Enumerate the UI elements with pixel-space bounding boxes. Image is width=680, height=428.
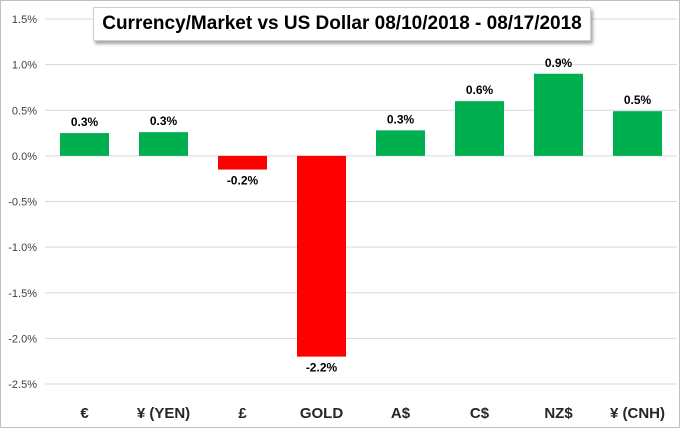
data-label: 0.3% <box>71 115 99 129</box>
x-category-label: ¥ (YEN) <box>137 405 190 422</box>
data-label: 0.3% <box>150 114 178 128</box>
y-tick-label: -0.5% <box>8 197 37 209</box>
x-category-label: NZ$ <box>544 405 573 422</box>
y-tick-label: -1.0% <box>8 242 37 254</box>
y-tick-label: -2.0% <box>8 333 37 345</box>
chart-title: Currency/Market vs US Dollar 08/10/2018 … <box>93 7 591 41</box>
x-category-label: ¥ (CNH) <box>610 405 665 422</box>
y-tick-label: -2.5% <box>8 379 37 391</box>
bar <box>613 111 662 156</box>
data-label: 0.3% <box>387 112 415 126</box>
y-tick-label: 1.5% <box>12 14 37 26</box>
data-label: 0.5% <box>624 93 652 107</box>
bar <box>297 155 346 357</box>
data-label: 0.9% <box>545 56 573 70</box>
data-label: 0.6% <box>466 83 494 97</box>
bar <box>376 130 425 156</box>
x-category-label: C$ <box>470 405 490 422</box>
bar <box>139 132 188 156</box>
bar <box>218 155 267 170</box>
bar <box>455 101 504 156</box>
x-category-label: A$ <box>391 405 411 422</box>
y-tick-label: 0.5% <box>12 105 37 117</box>
x-category-label: GOLD <box>300 405 343 422</box>
bar <box>534 73 583 156</box>
bar <box>60 133 109 156</box>
x-category-label: € <box>80 405 89 422</box>
y-tick-label: -1.5% <box>8 288 37 300</box>
x-category-label: £ <box>238 405 247 422</box>
y-tick-label: 1.0% <box>12 60 37 72</box>
y-tick-label: 0.0% <box>12 151 37 163</box>
data-label: -2.2% <box>306 361 338 375</box>
data-label: -0.2% <box>227 174 259 188</box>
